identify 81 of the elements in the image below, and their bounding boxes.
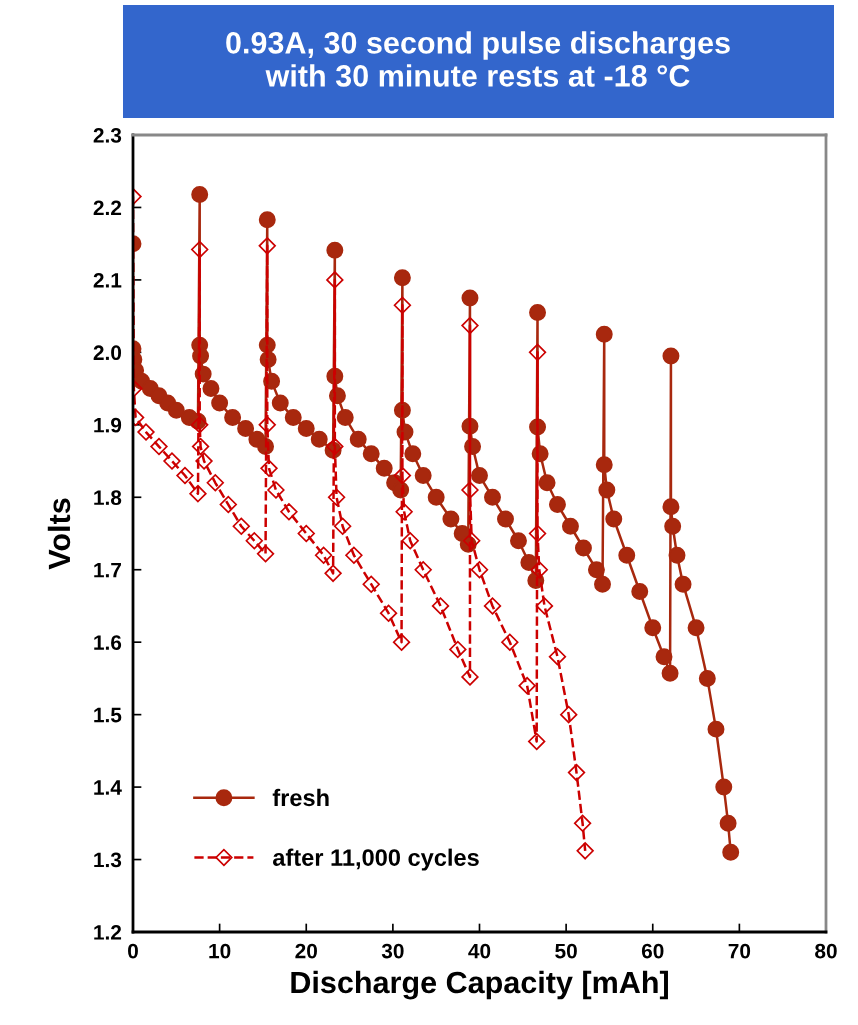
x-tick-label: 30: [381, 943, 404, 959]
x-tick-label: 0: [128, 943, 138, 959]
y-tick-label: 1.3: [94, 852, 122, 868]
point: [560, 705, 578, 724]
point: [297, 524, 315, 543]
point: [163, 452, 181, 470]
y-tick-label: 1.7: [94, 562, 121, 578]
point: [260, 459, 278, 477]
point: [483, 597, 502, 615]
point: [195, 452, 213, 470]
point: [280, 503, 298, 521]
point: [245, 532, 263, 550]
point: [314, 546, 333, 564]
x-tick-label: 50: [555, 943, 577, 959]
point: [401, 532, 419, 550]
y-axis-title: Volts: [47, 498, 71, 570]
point: [431, 597, 450, 615]
y-tick-label: 1.9: [94, 417, 122, 433]
x-tick-label: 20: [295, 943, 317, 959]
point: [414, 561, 432, 579]
point: [256, 545, 275, 563]
point: [324, 564, 342, 583]
x-tick-label: 80: [815, 943, 837, 959]
point: [362, 575, 380, 593]
point: [191, 416, 209, 434]
y-tick-label: 1.6: [94, 635, 122, 650]
y-tick-label: 2.0: [93, 345, 122, 361]
x-tick-label: 70: [728, 943, 751, 959]
point: [176, 466, 194, 485]
point: [326, 271, 344, 289]
point: [393, 296, 412, 314]
y-tick-label: 2.3: [93, 128, 122, 143]
point: [345, 546, 363, 564]
point: [573, 814, 592, 833]
point: [258, 416, 276, 434]
point: [333, 517, 352, 535]
point: [548, 647, 567, 666]
point: [535, 597, 554, 615]
point: [518, 676, 536, 695]
point: [576, 842, 594, 860]
legend-label: fresh: [272, 788, 329, 807]
x-tick-label: 60: [641, 943, 664, 959]
point: [528, 524, 547, 543]
y-tick-label: 2.2: [93, 200, 122, 215]
y-tick-label: 2.1: [93, 272, 122, 288]
y-tick-label: 1.4: [94, 780, 122, 795]
x-tick-label: 10: [209, 943, 231, 959]
chart-title: 0.93A, 30 second pulse discharges with 30 minute rests at -18 °C: [226, 31, 730, 87]
x-tick-label: 40: [468, 943, 491, 959]
point: [461, 481, 479, 499]
point: [567, 763, 586, 782]
point: [191, 240, 209, 259]
point: [258, 237, 276, 255]
y-tick-label: 1.5: [94, 707, 122, 723]
x-axis-title: Discharge Capacity [mAh]: [291, 970, 668, 1000]
point: [527, 732, 546, 751]
point: [528, 343, 547, 362]
point: [206, 474, 224, 492]
point: [137, 423, 155, 441]
y-tick-label: 1.8: [94, 490, 122, 506]
point: [470, 561, 489, 579]
point: [191, 437, 210, 456]
point: [530, 561, 548, 579]
point: [461, 316, 479, 335]
point: [232, 517, 250, 535]
point: [463, 532, 481, 550]
point: [461, 668, 479, 686]
point: [379, 604, 398, 622]
point: [393, 466, 412, 485]
point: [326, 437, 344, 456]
y-tick-label: 1.2: [94, 925, 122, 940]
point: [219, 495, 237, 514]
point: [150, 437, 168, 456]
legend-label: after 11,000 cycles: [273, 848, 479, 871]
point: [267, 481, 285, 499]
point: [395, 503, 413, 521]
point: [501, 633, 519, 651]
point: [327, 488, 346, 506]
point: [189, 484, 207, 503]
point: [449, 640, 467, 659]
point: [392, 633, 411, 651]
